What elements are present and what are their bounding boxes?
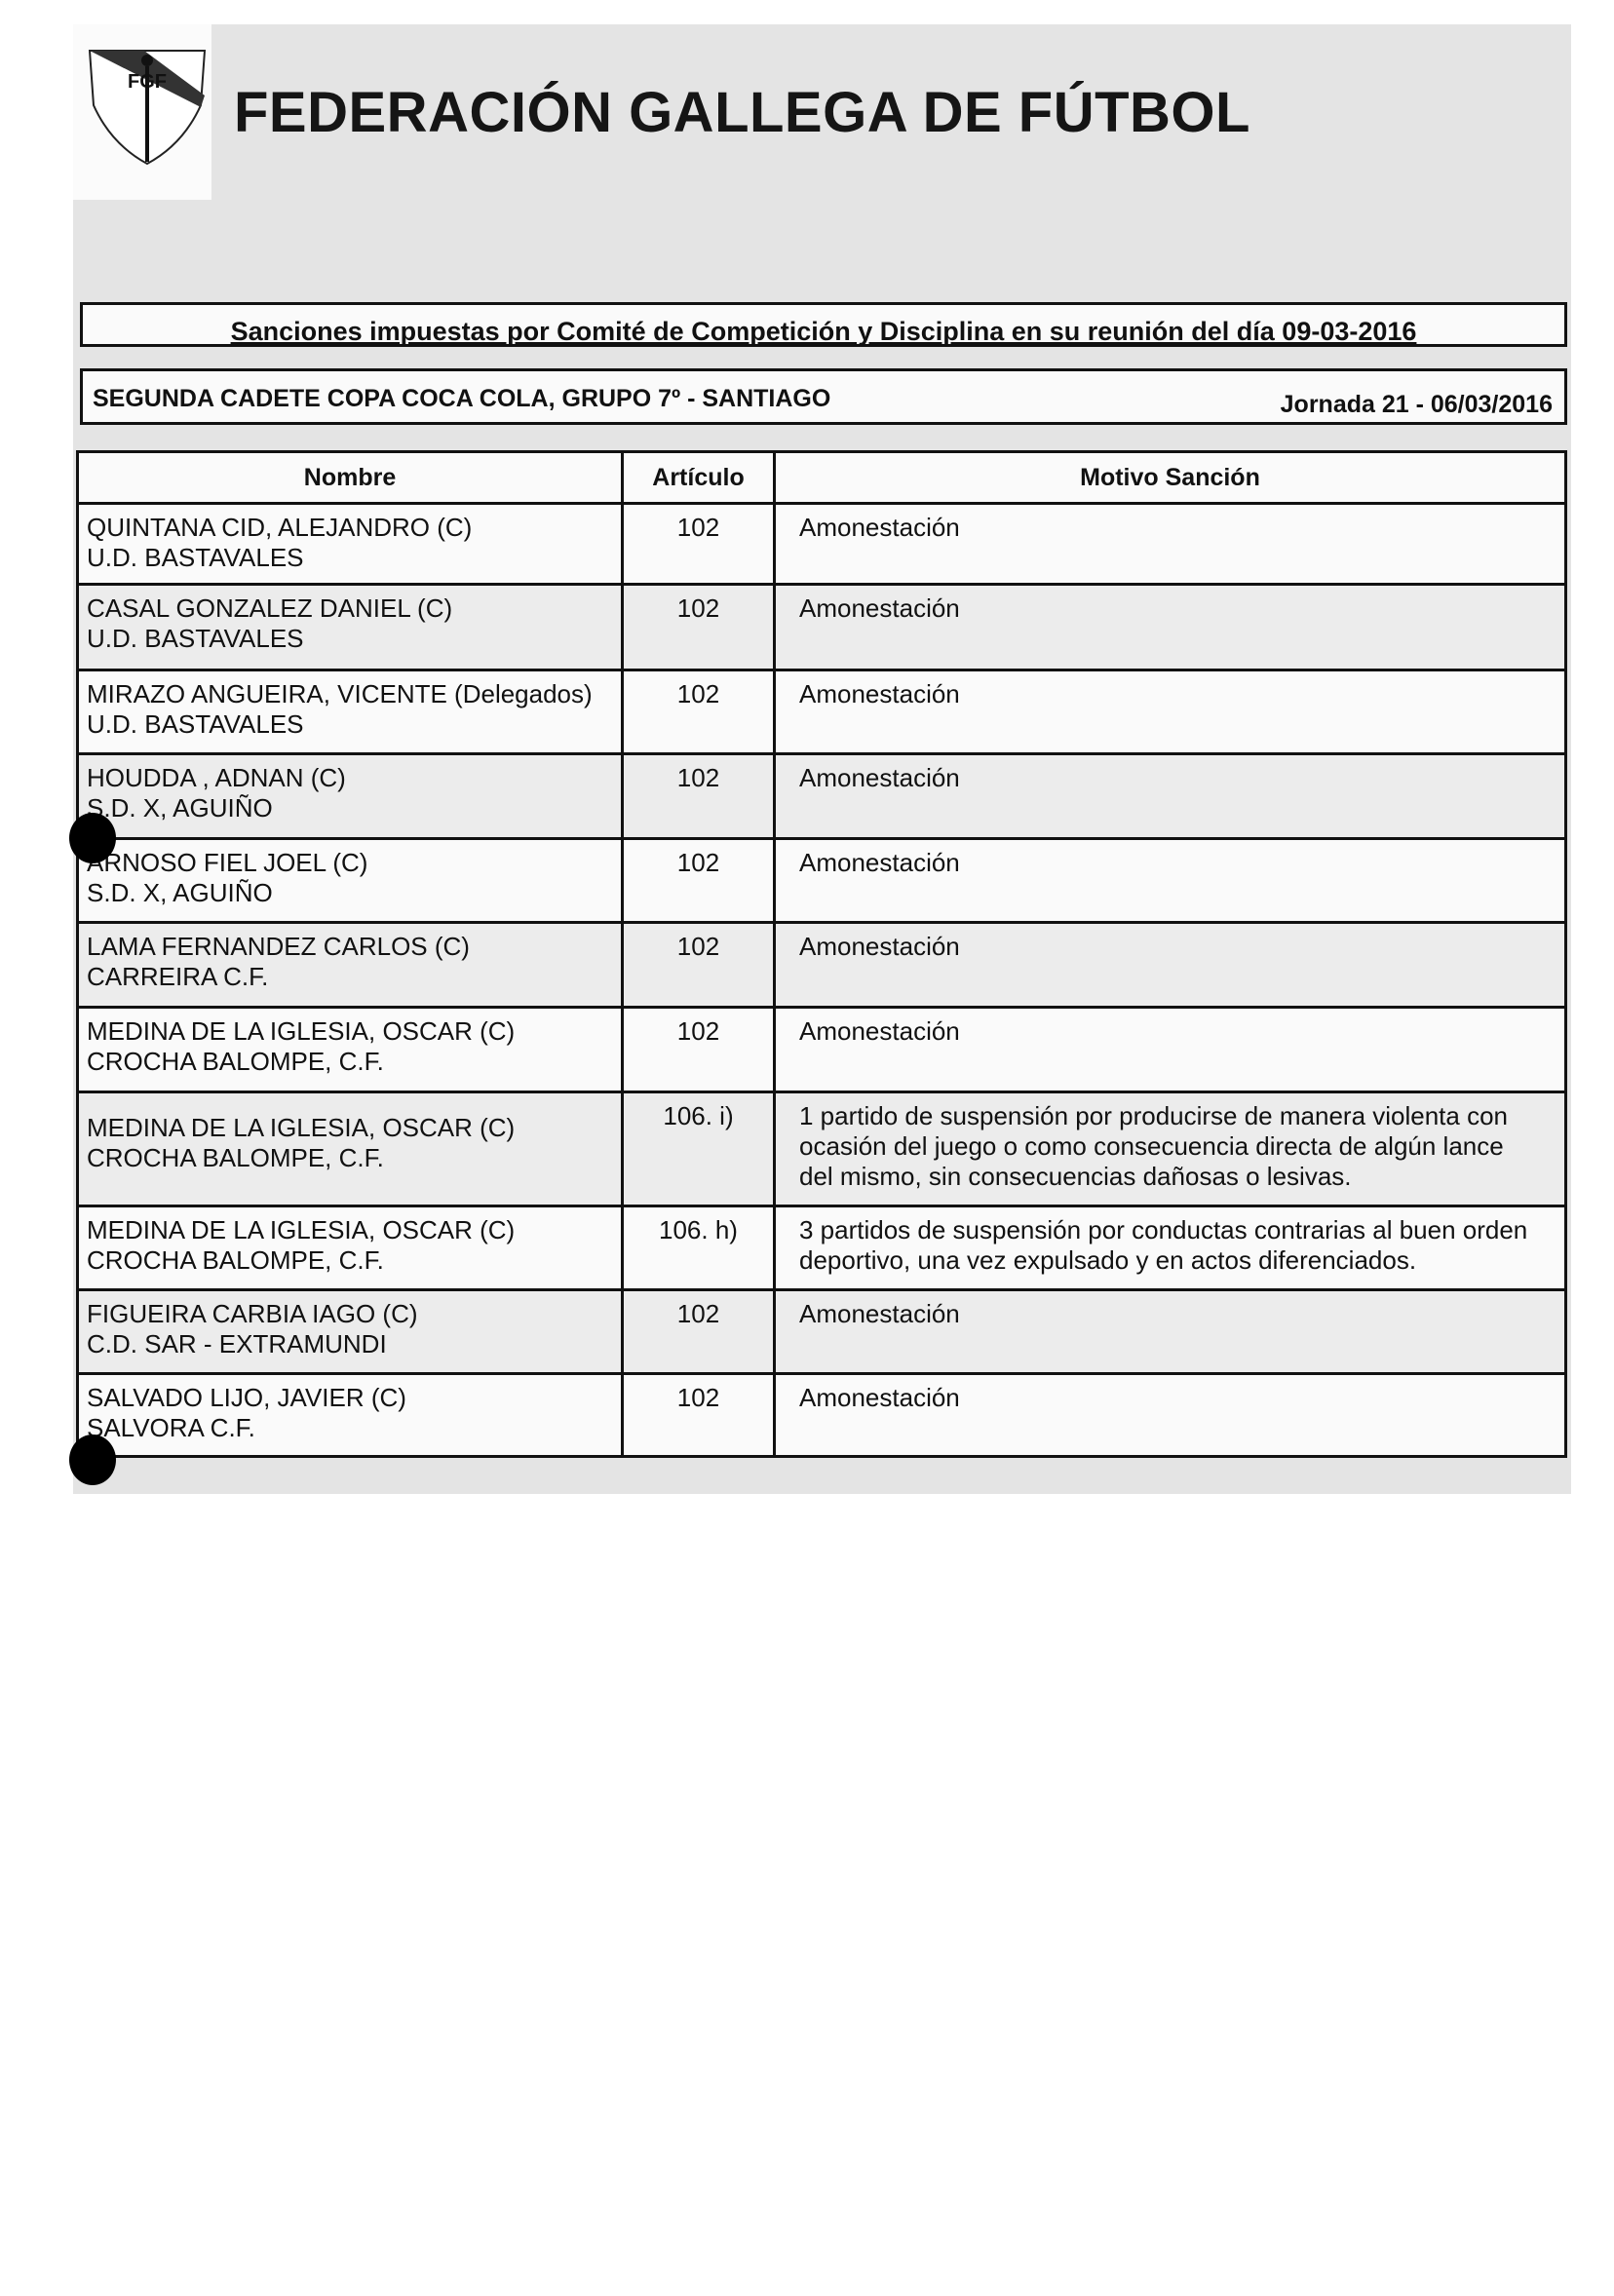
punch-hole xyxy=(69,813,116,863)
table-header: Nombre Artículo Motivo Sanción xyxy=(76,450,1567,505)
player-cell: SALVADO LIJO, JAVIER (C) SALVORA C.F. xyxy=(76,1372,624,1458)
player-cell: FIGUEIRA CARBIA IAGO (C) C.D. SAR - EXTRA… xyxy=(76,1288,624,1375)
article-cell: 102 xyxy=(621,1006,776,1093)
jornada: Jornada 21 - 06/03/2016 xyxy=(1280,391,1553,418)
player-cell: ARNOSO FIEL JOEL (C) S.D. X, AGUIÑO xyxy=(76,837,624,924)
table-row: CASAL GONZALEZ DANIEL (C) U.D. BASTAVALES… xyxy=(76,583,1567,671)
player-cell: MIRAZO ANGUEIRA, VICENTE (Delegados) U.D.… xyxy=(76,669,624,755)
club-name: CROCHA BALOMPE, C.F. xyxy=(87,1143,384,1172)
player-name: MEDINA DE LA IGLESIA, OSCAR (C) xyxy=(87,1113,516,1142)
player-name: HOUDDA , ADNAN (C) xyxy=(87,763,346,792)
article-cell: 102 xyxy=(621,1372,776,1458)
article-cell: 102 xyxy=(621,921,776,1009)
player-cell: MEDINA DE LA IGLESIA, OSCAR (C) CROCHA BA… xyxy=(76,1006,624,1093)
reason-cell: Amonestación xyxy=(773,502,1567,586)
article-cell: 102 xyxy=(621,502,776,586)
table-row: MEDINA DE LA IGLESIA, OSCAR (C) CROCHA BA… xyxy=(76,1091,1567,1207)
article-cell: 106. i) xyxy=(621,1091,776,1207)
competition-name: SEGUNDA CADETE COPA COCA COLA, GRUPO 7º … xyxy=(93,385,831,412)
header-nombre: Nombre xyxy=(76,450,624,505)
club-name: CARREIRA C.F. xyxy=(87,962,269,991)
club-name: U.D. BASTAVALES xyxy=(87,543,304,572)
player-cell: MEDINA DE LA IGLESIA, OSCAR (C) CROCHA BA… xyxy=(76,1091,624,1207)
article-cell: 102 xyxy=(621,752,776,840)
player-name: FIGUEIRA CARBIA IAGO (C) xyxy=(87,1299,418,1328)
reason-cell: Amonestación xyxy=(773,752,1567,840)
player-cell: HOUDDA , ADNAN (C) S.D. X, AGUIÑO xyxy=(76,752,624,840)
club-name: U.D. BASTAVALES xyxy=(87,709,304,739)
session-title: Sanciones impuestas por Comité de Compet… xyxy=(230,317,1417,346)
player-name: LAMA FERNANDEZ CARLOS (C) xyxy=(87,932,470,961)
table-row: QUINTANA CID, ALEJANDRO (C) U.D. BASTAVAL… xyxy=(76,502,1567,586)
reason-cell: Amonestación xyxy=(773,837,1567,924)
reason-cell: Amonestación xyxy=(773,1372,1567,1458)
sanctions-table: Nombre Artículo Motivo Sanción QUINTANA … xyxy=(76,450,1567,1458)
federation-title: FEDERACIÓN GALLEGA DE FÚTBOL xyxy=(234,81,1250,144)
article-cell: 102 xyxy=(621,837,776,924)
player-cell: MEDINA DE LA IGLESIA, OSCAR (C) CROCHA BA… xyxy=(76,1205,624,1291)
player-name: MEDINA DE LA IGLESIA, OSCAR (C) xyxy=(87,1016,516,1046)
table-row: HOUDDA , ADNAN (C) S.D. X, AGUIÑO 102 Amo… xyxy=(76,752,1567,840)
club-name: C.D. SAR - EXTRAMUNDI xyxy=(87,1329,387,1358)
player-cell: CASAL GONZALEZ DANIEL (C) U.D. BASTAVALES xyxy=(76,583,624,671)
reason-cell: 3 partidos de suspensión por conductas c… xyxy=(773,1205,1567,1291)
club-name: U.D. BASTAVALES xyxy=(87,624,304,653)
article-cell: 102 xyxy=(621,669,776,755)
player-name: ARNOSO FIEL JOEL (C) xyxy=(87,848,368,877)
reason-cell: Amonestación xyxy=(773,1006,1567,1093)
table-row: MEDINA DE LA IGLESIA, OSCAR (C) CROCHA BA… xyxy=(76,1205,1567,1291)
session-title-box: Sanciones impuestas por Comité de Compet… xyxy=(80,302,1567,347)
table-row: ARNOSO FIEL JOEL (C) S.D. X, AGUIÑO 102 A… xyxy=(76,837,1567,924)
player-name: MEDINA DE LA IGLESIA, OSCAR (C) xyxy=(87,1215,516,1244)
svg-text:FGF: FGF xyxy=(128,71,167,93)
table-row: FIGUEIRA CARBIA IAGO (C) C.D. SAR - EXTRA… xyxy=(76,1288,1567,1375)
player-name: CASAL GONZALEZ DANIEL (C) xyxy=(87,593,453,623)
table-row: SALVADO LIJO, JAVIER (C) SALVORA C.F. 102… xyxy=(76,1372,1567,1458)
reason-cell: Amonestación xyxy=(773,1288,1567,1375)
club-name: S.D. X, AGUIÑO xyxy=(87,793,273,823)
player-cell: LAMA FERNANDEZ CARLOS (C) CARREIRA C.F. xyxy=(76,921,624,1009)
article-cell: 102 xyxy=(621,1288,776,1375)
header-articulo: Artículo xyxy=(621,450,776,505)
table-row: LAMA FERNANDEZ CARLOS (C) CARREIRA C.F. 1… xyxy=(76,921,1567,1009)
club-name: S.D. X, AGUIÑO xyxy=(87,878,273,907)
punch-hole xyxy=(69,1435,116,1485)
club-name: SALVORA C.F. xyxy=(87,1413,255,1442)
article-cell: 102 xyxy=(621,583,776,671)
club-name: CROCHA BALOMPE, C.F. xyxy=(87,1245,384,1275)
table-row: MIRAZO ANGUEIRA, VICENTE (Delegados) U.D.… xyxy=(76,669,1567,755)
federation-logo: FGF xyxy=(88,50,207,166)
player-name: SALVADO LIJO, JAVIER (C) xyxy=(87,1383,406,1412)
reason-cell: Amonestación xyxy=(773,583,1567,671)
header-motivo: Motivo Sanción xyxy=(773,450,1567,505)
club-name: CROCHA BALOMPE, C.F. xyxy=(87,1047,384,1076)
player-cell: QUINTANA CID, ALEJANDRO (C) U.D. BASTAVAL… xyxy=(76,502,624,586)
table-row: MEDINA DE LA IGLESIA, OSCAR (C) CROCHA BA… xyxy=(76,1006,1567,1093)
player-name: MIRAZO ANGUEIRA, VICENTE (Delegados) xyxy=(87,679,593,708)
competition-box: SEGUNDA CADETE COPA COCA COLA, GRUPO 7º … xyxy=(80,368,1567,425)
reason-cell: Amonestación xyxy=(773,669,1567,755)
reason-cell: 1 partido de suspensión por producirse d… xyxy=(773,1091,1567,1207)
reason-cell: Amonestación xyxy=(773,921,1567,1009)
player-name: QUINTANA CID, ALEJANDRO (C) xyxy=(87,513,473,542)
article-cell: 106. h) xyxy=(621,1205,776,1291)
